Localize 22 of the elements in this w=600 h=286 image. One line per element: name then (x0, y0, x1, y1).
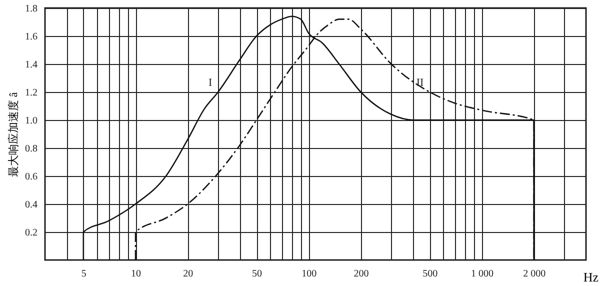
y-tick-label: 1.8 (25, 4, 38, 14)
y-tick-label: 0.8 (25, 144, 38, 154)
x-axis-title: Hz (583, 270, 599, 284)
y-tick-label: 0.6 (25, 172, 38, 182)
x-tick-label: 10 (131, 268, 142, 280)
x-tick-label: 20 (183, 268, 194, 280)
series-label: II (416, 77, 424, 89)
x-tick-label: 50 (252, 268, 262, 280)
x-tick-label: 200 (354, 268, 369, 280)
x-tick-label: 100 (302, 268, 317, 280)
y-tick-label: 1.4 (25, 60, 38, 70)
y-tick-label: 1.6 (25, 32, 38, 42)
y-axis-title: 最大响应加速度 â (7, 92, 20, 177)
x-tick-label: 2 000 (523, 268, 546, 280)
y-tick-label: 1.2 (25, 88, 38, 98)
y-tick-label: 1.0 (25, 116, 38, 126)
x-tick-label: 1 000 (471, 268, 494, 280)
x-tick-label: 5 (81, 268, 86, 280)
y-tick-label: 0.2 (25, 228, 38, 238)
series-label: I (208, 77, 212, 89)
y-tick-label: 0.4 (25, 200, 38, 210)
x-tick-label: 500 (422, 268, 438, 280)
